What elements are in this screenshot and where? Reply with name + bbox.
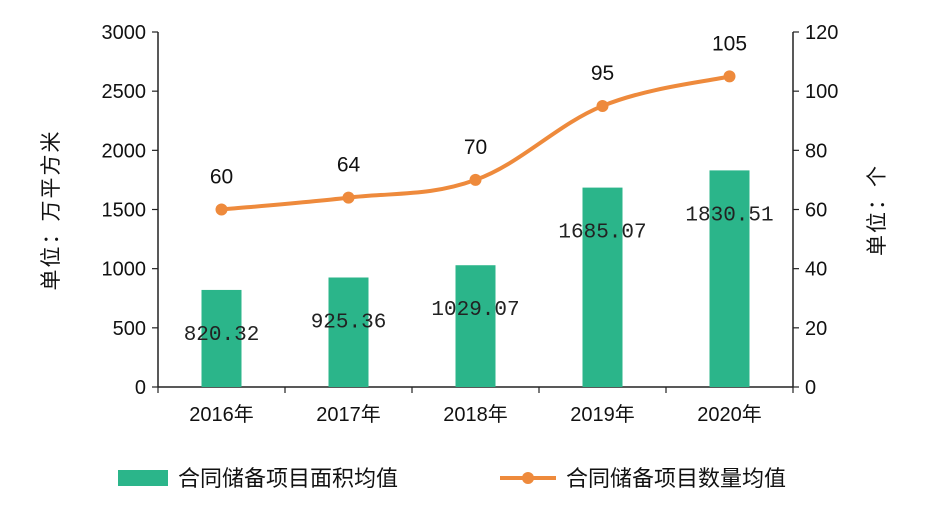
y-axis-title-right: 单位：个 — [866, 164, 889, 256]
bar — [582, 187, 623, 387]
y-tick-label-left: 2000 — [102, 140, 147, 162]
bar-value-label: 1029.07 — [431, 299, 519, 322]
line-value-label: 64 — [337, 154, 361, 177]
y-tick-label-right: 20 — [805, 318, 827, 340]
y-tick-label-right: 40 — [805, 259, 827, 281]
x-tick-label: 2018年 — [443, 403, 508, 426]
line-value-label: 105 — [712, 32, 747, 55]
bar-value-label: 1830.51 — [685, 204, 773, 227]
y-tick-label-right: 120 — [805, 22, 838, 44]
y-tick-label-left: 3000 — [102, 22, 147, 44]
line-point — [723, 70, 736, 83]
line-point — [469, 173, 482, 186]
bar — [328, 277, 369, 387]
x-tick-label: 2016年 — [189, 403, 254, 426]
legend-bar-label: 合同储备项目面积均值 — [178, 466, 398, 491]
bar — [455, 265, 496, 387]
line-value-label: 60 — [210, 166, 233, 189]
line-point — [342, 191, 355, 204]
y-tick-label-left: 500 — [113, 318, 146, 340]
y-tick-label-right: 100 — [805, 81, 838, 103]
x-tick-label: 2019年 — [570, 403, 635, 426]
line-series — [215, 70, 736, 216]
bar — [201, 289, 242, 387]
bar-value-label: 925.36 — [311, 311, 387, 334]
y-tick-label-right: 60 — [805, 200, 827, 222]
y-tick-label-right: 80 — [805, 140, 827, 162]
bar-value-label: 820.32 — [184, 324, 260, 347]
data-labels: 820.32 925.36 1029.07 1685.07 1830.51 60 64 70 9… — [184, 32, 774, 347]
bars — [201, 170, 750, 387]
y-tick-label-right: 0 — [805, 377, 816, 399]
y-tick-label-left: 1000 — [102, 259, 147, 281]
x-tick-label: 2020年 — [697, 403, 762, 426]
legend-line-marker — [522, 472, 534, 484]
line-point — [215, 203, 228, 216]
line-value-label: 70 — [464, 136, 487, 159]
legend: 合同储备项目面积均值 合同储备项目数量均值 — [118, 466, 786, 491]
line-value-label: 95 — [591, 62, 614, 85]
bar-value-label: 1685.07 — [558, 222, 646, 245]
y-axis-title-left: 单位：万平方米 — [40, 130, 63, 291]
y-tick-label-left: 2500 — [102, 81, 147, 103]
axes: 0 500 1000 1500 2000 2500 3000 0 20 40 60 80 100 120 2… — [102, 22, 839, 426]
legend-line-label: 合同储备项目数量均值 — [566, 466, 786, 491]
y-tick-label-left: 1500 — [102, 200, 147, 222]
bar — [709, 170, 750, 387]
x-tick-label: 2017年 — [316, 403, 381, 426]
y-tick-label-left: 0 — [135, 377, 146, 399]
line-point — [596, 99, 609, 112]
legend-bar-swatch — [118, 470, 168, 486]
